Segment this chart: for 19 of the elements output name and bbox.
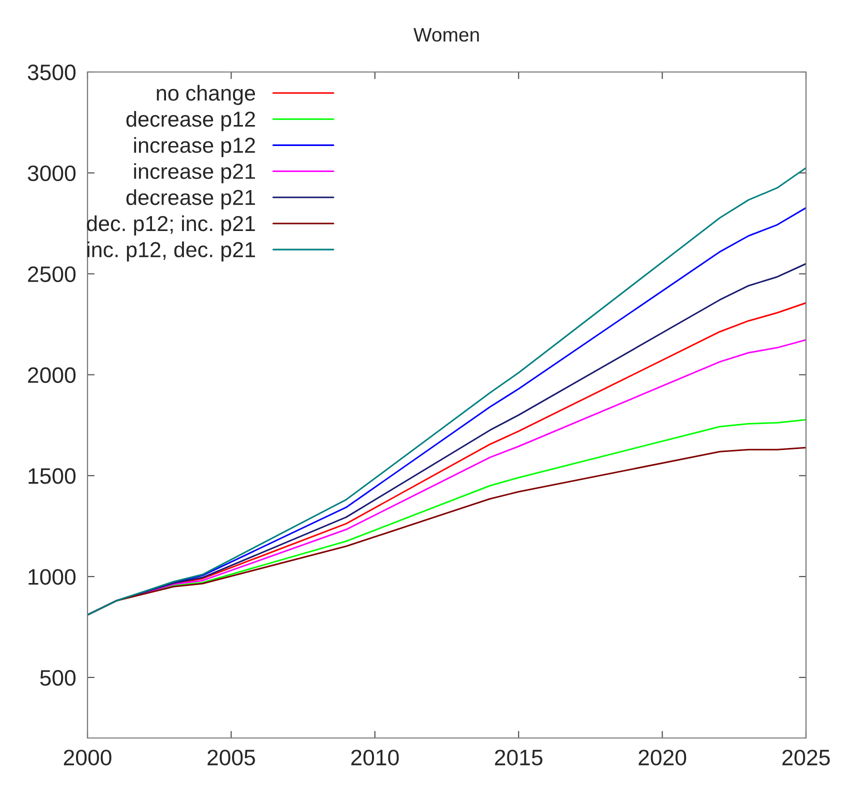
legend-label: decrease p21 bbox=[126, 189, 255, 210]
x-tick-label: 2025 bbox=[782, 750, 830, 766]
chart-title: Women bbox=[414, 28, 479, 42]
y-tick-label: 1500 bbox=[28, 468, 76, 484]
y-tick-label: 3500 bbox=[28, 64, 76, 80]
x-tick-label: 2000 bbox=[64, 750, 112, 766]
y-tick-label: 500 bbox=[40, 670, 76, 686]
legend-label: increase p21 bbox=[134, 163, 255, 184]
x-tick-label: 2015 bbox=[495, 750, 542, 766]
legend-label: no change bbox=[156, 84, 256, 105]
legend-label: increase p12 bbox=[134, 137, 255, 158]
x-tick-label: 2020 bbox=[638, 750, 686, 766]
x-tick-label: 2005 bbox=[208, 750, 255, 766]
legend-label: decrease p12 bbox=[126, 111, 255, 132]
y-tick-label: 3000 bbox=[28, 165, 76, 182]
y-tick-label: 2500 bbox=[28, 266, 76, 282]
y-tick-label: 1000 bbox=[28, 569, 76, 585]
y-tick-label: 2000 bbox=[28, 367, 76, 383]
x-tick-label: 2010 bbox=[351, 750, 399, 766]
